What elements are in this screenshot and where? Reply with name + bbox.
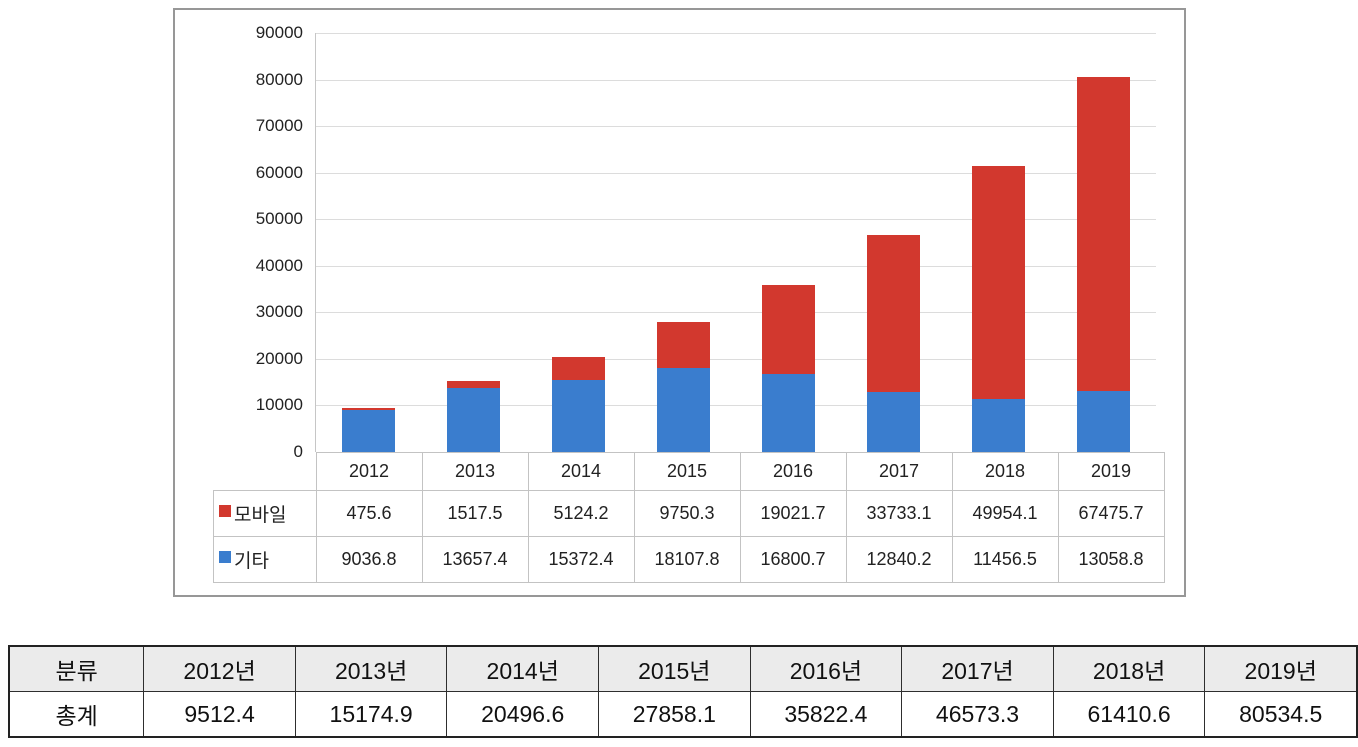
gridline xyxy=(316,79,1156,81)
summary-header-cell: 2019년 xyxy=(1204,645,1358,692)
legend-cell: 모바일 xyxy=(213,490,317,537)
summary-data-cell: 15174.9 xyxy=(294,691,448,738)
chart-table-value-cell: 18107.8 xyxy=(633,536,741,583)
chart-table-value-cell: 475.6 xyxy=(315,490,423,537)
chart-table-year-row: 2012 2013 2014 2015 2016 2017 2018 2019 xyxy=(213,452,1165,491)
bar-segment-2012-other xyxy=(342,409,395,452)
plot-area xyxy=(315,33,1156,452)
chart-table-value-cell: 13058.8 xyxy=(1057,536,1165,583)
bar-segment-2019-other xyxy=(1077,391,1130,452)
bar-segment-2014-mobile xyxy=(552,356,605,381)
chart-table-year-cell: 2017 xyxy=(845,452,953,491)
chart-table-value-cell: 19021.7 xyxy=(739,490,847,537)
summary-header-cell: 2016년 xyxy=(749,645,903,692)
chart-table-value-cell: 33733.1 xyxy=(845,490,953,537)
bar-segment-2016-other xyxy=(762,373,815,452)
chart-table-blank-cell xyxy=(213,452,317,491)
y-tick-label: 70000 xyxy=(255,116,303,136)
bar-segment-2017-other xyxy=(867,392,920,452)
summary-header-cell: 2018년 xyxy=(1052,645,1206,692)
chart-table-value-cell: 15372.4 xyxy=(527,536,635,583)
bar-segment-2016-mobile xyxy=(762,285,815,374)
gridline xyxy=(316,126,1156,128)
chart-table-value-cell: 16800.7 xyxy=(739,536,847,583)
y-tick-label: 80000 xyxy=(255,69,303,89)
legend-series-name: 모바일 xyxy=(234,505,287,526)
chart-table-value-cell: 11456.5 xyxy=(951,536,1059,583)
chart-table-value-cell: 13657.4 xyxy=(421,536,529,583)
chart-table-value-cell: 9750.3 xyxy=(633,490,741,537)
chart-table-value-cell: 67475.7 xyxy=(1057,490,1165,537)
y-tick-label: 90000 xyxy=(255,23,303,42)
gridline xyxy=(316,33,1156,34)
chart-data-table: 2012 2013 2014 2015 2016 2017 2018 2019 모바일 475.6… xyxy=(213,452,1165,583)
y-tick-label: 0 xyxy=(293,442,303,461)
gridline xyxy=(316,405,1156,407)
summary-data-cell: 80534.5 xyxy=(1204,691,1358,738)
chart-table-year-cell: 2016 xyxy=(739,452,847,491)
chart-table-year-cell: 2013 xyxy=(421,452,529,491)
bar-segment-2018-mobile xyxy=(972,166,1025,399)
y-tick-label: 40000 xyxy=(255,255,303,275)
summary-data-cell: 9512.4 xyxy=(143,691,296,738)
bar-segment-2015-mobile xyxy=(657,322,710,368)
gridline xyxy=(316,265,1156,267)
gridline xyxy=(316,358,1156,360)
chart-table-year-cell: 2015 xyxy=(633,452,741,491)
bar-segment-2019-mobile xyxy=(1077,77,1130,392)
summary-header-row: 분류 2012년 2013년 2014년 2015년 2016년 2017년 2018년 201… xyxy=(8,645,1358,692)
chart-table-value-cell: 9036.8 xyxy=(315,536,423,583)
chart-table-year-cell: 2014 xyxy=(527,452,635,491)
chart-table-series-row: 기타 9036.8 13657.4 15372.4 18107.8 16800.7 1284… xyxy=(213,536,1165,583)
bar-segment-2012-mobile xyxy=(342,407,395,410)
chart-frame: 2012 2013 2014 2015 2016 2017 2018 2019 모바일 475.6… xyxy=(173,8,1186,597)
summary-header-cell: 2014년 xyxy=(446,645,600,692)
chart-table-value-cell: 49954.1 xyxy=(951,490,1059,537)
gridline xyxy=(316,172,1156,174)
summary-data-cell: 20496.6 xyxy=(446,691,600,738)
summary-header-cell: 2017년 xyxy=(901,645,1054,692)
chart-table-value-cell: 12840.2 xyxy=(845,536,953,583)
chart-table-year-cell: 2018 xyxy=(951,452,1059,491)
y-tick-label: 30000 xyxy=(255,302,303,322)
summary-header-cell: 2012년 xyxy=(143,645,296,692)
summary-data-cell: 35822.4 xyxy=(749,691,903,738)
chart-table-body: 2012 2013 2014 2015 2016 2017 2018 2019 모바일 475.6… xyxy=(213,452,1165,583)
legend-cell: 기타 xyxy=(213,536,317,583)
summary-header-cell: 분류 xyxy=(8,645,145,692)
summary-data-cell: 총계 xyxy=(8,691,145,738)
legend-series-name: 기타 xyxy=(234,551,269,572)
summary-data-cell: 27858.1 xyxy=(598,691,751,738)
summary-data-cell: 61410.6 xyxy=(1052,691,1206,738)
chart-table-value-cell: 1517.5 xyxy=(421,490,529,537)
bar-segment-2013-mobile xyxy=(447,381,500,389)
bar-segment-2017-mobile xyxy=(867,235,920,393)
summary-data-cell: 46573.3 xyxy=(901,691,1054,738)
summary-data-row: 총계 9512.4 15174.9 20496.6 27858.1 35822.4 4657… xyxy=(8,691,1358,738)
bar-segment-2013-other xyxy=(447,388,500,452)
gridline xyxy=(316,219,1156,221)
gridline xyxy=(316,312,1156,314)
legend-swatch-icon xyxy=(219,505,231,517)
chart-table-year-cell: 2019 xyxy=(1057,452,1165,491)
bar-segment-2015-other xyxy=(657,367,710,452)
summary-header-cell: 2015년 xyxy=(598,645,751,692)
y-tick-label: 60000 xyxy=(255,162,303,182)
y-tick-label: 10000 xyxy=(255,395,303,415)
legend-swatch-icon xyxy=(219,551,231,563)
summary-table: 분류 2012년 2013년 2014년 2015년 2016년 2017년 2018년 201… xyxy=(8,645,1358,738)
chart-table-year-cell: 2012 xyxy=(315,452,423,491)
bar-segment-2014-other xyxy=(552,380,605,452)
bar-segment-2018-other xyxy=(972,398,1025,452)
chart-table-series-row: 모바일 475.6 1517.5 5124.2 9750.3 19021.7 33733.1… xyxy=(213,490,1165,537)
summary-table-body: 분류 2012년 2013년 2014년 2015년 2016년 2017년 2018년 201… xyxy=(8,645,1358,738)
y-tick-label: 20000 xyxy=(255,348,303,368)
chart-table-value-cell: 5124.2 xyxy=(527,490,635,537)
y-tick-label: 50000 xyxy=(255,209,303,229)
summary-header-cell: 2013년 xyxy=(294,645,448,692)
